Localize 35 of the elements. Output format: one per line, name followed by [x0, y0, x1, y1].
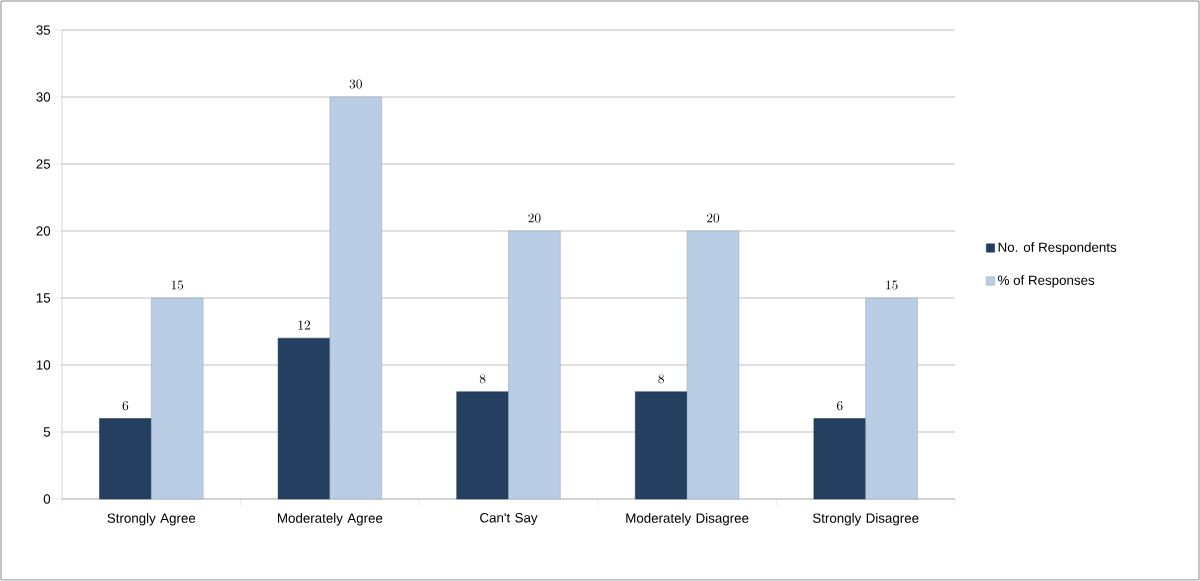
- data-label: 8: [658, 374, 664, 384]
- y-tick-label: 35: [36, 25, 51, 35]
- x-tick-label: Strongly Disagree: [812, 513, 919, 526]
- data-label: 20: [707, 213, 720, 223]
- y-tick-label: 30: [36, 92, 51, 102]
- bar: [813, 418, 866, 500]
- bar: [99, 418, 152, 500]
- y-tick-label: 0: [43, 494, 51, 504]
- y-tick-label: 20: [36, 226, 51, 236]
- data-label: 6: [837, 400, 843, 411]
- y-tick-label: 5: [43, 427, 51, 437]
- bar: [508, 230, 561, 500]
- y-tick-label: 15: [36, 293, 51, 303]
- y-tick-label: 25: [36, 159, 51, 169]
- bar: [151, 297, 204, 500]
- data-label: 15: [171, 280, 184, 290]
- x-tick-label: Can't Say: [480, 513, 538, 526]
- bar: [277, 337, 331, 500]
- data-label: 30: [349, 79, 362, 89]
- bar: [635, 391, 688, 500]
- legend-label: % of Responses: [998, 275, 1095, 288]
- legend-label: No. of Respondents: [998, 242, 1117, 255]
- bar: [686, 230, 740, 500]
- data-label: 8: [479, 374, 486, 384]
- bar: [329, 96, 382, 500]
- data-label: 6: [122, 400, 129, 411]
- data-label: 20: [528, 213, 541, 223]
- bar: [456, 391, 509, 500]
- bar: [865, 297, 918, 500]
- data-label: 12: [298, 320, 310, 330]
- data-label: 15: [886, 280, 898, 290]
- x-tick-label: Moderately Agree: [278, 513, 383, 526]
- x-tick-label: Strongly Agree: [107, 513, 196, 526]
- x-tick-label: Moderately Disagree: [626, 513, 749, 526]
- y-tick-label: 10: [36, 360, 51, 370]
